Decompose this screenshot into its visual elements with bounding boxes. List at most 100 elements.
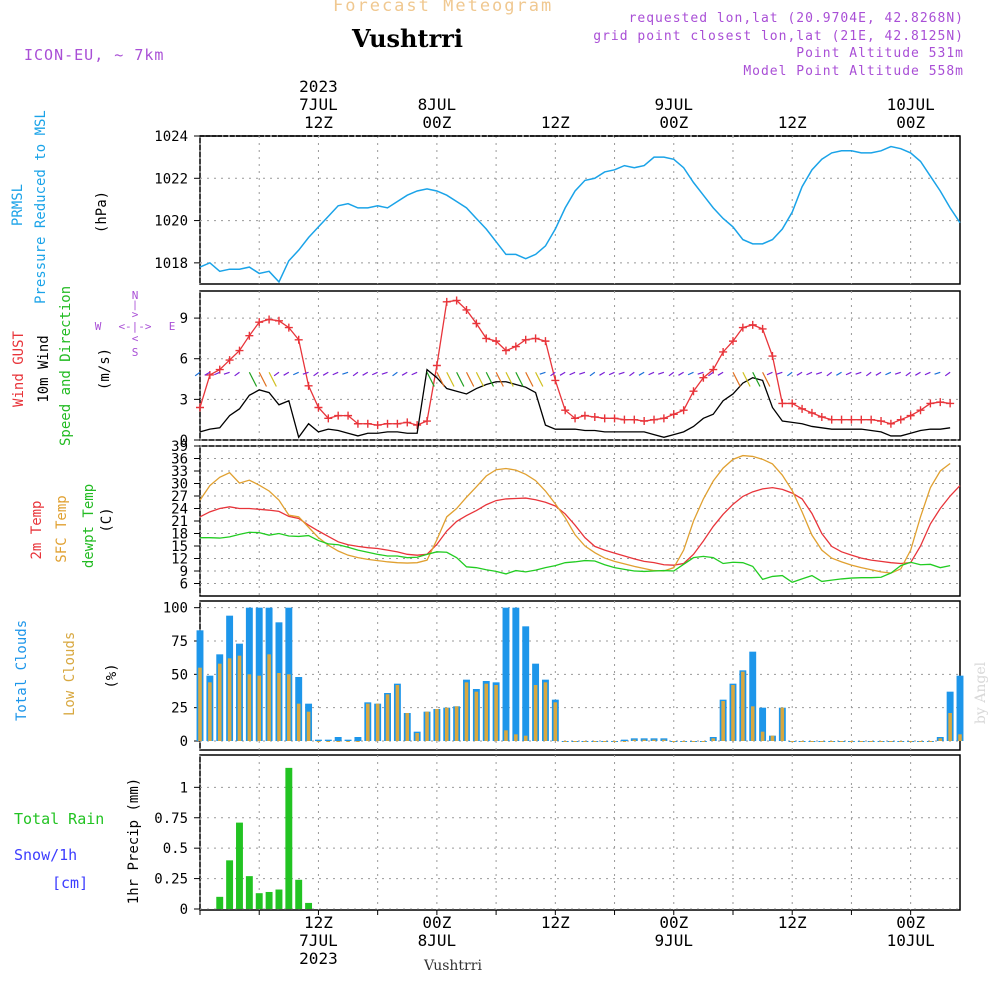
total-cloud-bar — [759, 707, 767, 741]
wind-direction-arrow — [787, 371, 793, 377]
wind-gust-marker — [423, 417, 432, 426]
precip-ytick-label: 0.5 — [163, 841, 188, 857]
wind-direction-arrow — [258, 372, 268, 387]
low-cloud-bar — [375, 703, 380, 741]
wind-direction-arrow — [668, 371, 675, 377]
model-label: ICON-EU, ~ 7km — [24, 46, 165, 64]
wind-gust-marker — [215, 365, 224, 374]
clouds-ytick-label: 50 — [171, 667, 188, 683]
total-cloud-bar — [502, 607, 510, 741]
wind-direction-arrow — [234, 371, 240, 377]
temp-ytick-label: 24 — [171, 502, 188, 518]
wind-compass: N | > W <-|-> E < S — [95, 289, 176, 359]
wind-direction-arrow — [539, 371, 546, 375]
wind-gust-marker — [462, 305, 471, 314]
rain-bar — [236, 822, 243, 909]
temp-ytick-label: 21 — [171, 514, 188, 530]
wind-direction-arrow — [475, 372, 485, 387]
wind-direction-arrow — [708, 371, 714, 377]
station-name: Vushtrri — [352, 24, 463, 53]
wind-gust-marker — [521, 335, 530, 344]
wind-direction-arrow — [569, 371, 576, 376]
low-cloud-bar — [681, 741, 686, 742]
bottom-time-label: 00Z — [659, 913, 688, 932]
wind-direction-arrow — [411, 371, 418, 376]
wind-gust-marker — [265, 315, 274, 324]
compass-n-tick: | — [132, 300, 138, 311]
footer-station: Vushtrri — [424, 958, 482, 974]
low-cloud-bar — [632, 739, 637, 741]
point-altitude: Point Altitude 531m — [796, 46, 964, 61]
clouds-panel-frame — [199, 600, 961, 751]
low-cloud-bar — [741, 671, 745, 741]
wind-gust-marker — [274, 316, 283, 325]
wind-direction-arrow — [214, 371, 220, 376]
wind-gust-marker — [245, 331, 254, 340]
precip-ytick-label: 0 — [180, 902, 188, 918]
low-cloud-bar — [533, 685, 538, 741]
wind-direction-arrow — [776, 371, 783, 375]
wind-gust-marker — [501, 346, 510, 355]
rain-bar — [216, 896, 224, 909]
low-cloud-bar — [494, 685, 498, 741]
temp-ytick-label: 9 — [180, 564, 188, 580]
total-cloud-bar — [650, 738, 658, 741]
low-cloud-bar — [662, 739, 666, 741]
top-time-label: 8JUL — [418, 95, 457, 114]
low-cloud-bar — [899, 741, 903, 742]
wind-direction-arrow — [678, 371, 684, 376]
low-cloud-bar — [257, 675, 261, 741]
total-rain-label: Total Rain — [14, 810, 105, 828]
low-cloud-bar — [948, 713, 952, 741]
wind-direction-arrow — [436, 372, 445, 387]
wind-gust-marker — [896, 415, 905, 424]
wind-direction-arrow — [717, 371, 724, 376]
wind-gust-marker — [344, 411, 353, 420]
bottom-time-label: 2023 — [299, 949, 338, 968]
wind-gust-marker — [541, 337, 550, 346]
bottom-time-label: 12Z — [541, 913, 570, 932]
wind-direction-arrow — [465, 372, 475, 387]
low-cloud-bar — [346, 741, 350, 742]
grid-lonlat: grid point closest lon,lat (21E, 42.8125… — [593, 29, 964, 44]
wind-gust-marker — [689, 387, 698, 396]
wind-direction-arrow — [525, 372, 534, 387]
wind-gust-marker — [640, 417, 649, 426]
bottom-time-label: 12Z — [778, 913, 807, 932]
precip-panel-frame — [199, 754, 961, 911]
temp-2m-line — [199, 485, 961, 566]
low-cloud-bar — [602, 741, 607, 742]
low-cloud-bar — [435, 709, 439, 741]
temp-ytick-label: 12 — [171, 552, 188, 568]
wind-direction-arrow — [446, 372, 455, 387]
wind-direction-arrow — [658, 371, 665, 375]
low-cloud-bar — [504, 730, 508, 741]
wind-gust-marker — [314, 403, 323, 412]
low-cloud-bar — [593, 741, 597, 742]
temp-ytick-label: 33 — [171, 464, 188, 480]
wind-gust-marker — [324, 414, 333, 423]
wind-gust-marker — [580, 411, 589, 420]
wind-gust-marker — [432, 361, 441, 370]
temp-ytick-label: 39 — [171, 439, 188, 455]
low-cloud-bar — [267, 654, 271, 741]
low-cloud-bar — [721, 701, 725, 741]
wind-gust-marker — [788, 399, 797, 408]
low-cloud-bar — [237, 655, 242, 741]
low-cloud-bar — [780, 707, 785, 741]
low-cloud-bar — [247, 674, 252, 741]
low-cloud-bar — [711, 738, 716, 741]
compass-center: <-|-> — [118, 320, 151, 333]
compass-s: S — [132, 346, 139, 359]
wind-gust-marker — [748, 320, 757, 329]
wind-direction-arrow — [924, 371, 931, 376]
wind-gust-marker — [551, 376, 560, 385]
wind-gust-marker — [936, 398, 945, 407]
wind-direction-arrow — [456, 372, 465, 387]
wind-gust-marker — [719, 347, 728, 356]
wind-gust-marker — [492, 337, 501, 346]
wind-gust-marker — [630, 415, 639, 424]
wind-panel-frame — [199, 290, 961, 441]
wind-direction-arrow — [248, 372, 258, 387]
